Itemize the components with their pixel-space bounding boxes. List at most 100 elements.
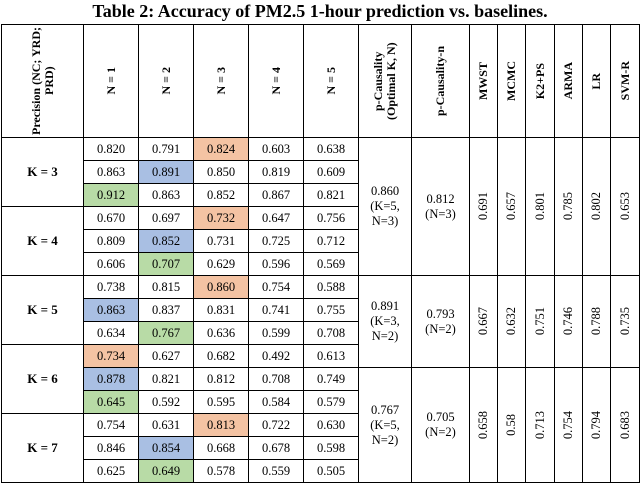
value-cell: 0.754 xyxy=(248,275,304,299)
column-header: N = 1 xyxy=(83,24,139,138)
baseline-cell: 0.751 xyxy=(525,275,555,368)
value-cell: 0.592 xyxy=(138,390,194,414)
k-label: K = 4 xyxy=(1,206,84,276)
header-text: Precision (NC; YRD; PRD) xyxy=(28,27,56,135)
value-cell: 0.625 xyxy=(83,459,139,483)
column-header: LR xyxy=(582,24,611,138)
header-text: p-Causality-n xyxy=(433,45,447,116)
p-causality-n-cell: 0.793 (N=2) xyxy=(411,275,470,368)
k-label: K = 7 xyxy=(1,413,84,483)
baseline-value: 0.632 xyxy=(504,307,518,336)
table-row: 0.878 0.821 0.812 0.708 0.749 0.767 (K=5, N=2… xyxy=(2,367,640,483)
value-cell: 0.755 xyxy=(303,298,359,322)
value-cell: 0.636 xyxy=(193,321,249,345)
value-cell: 0.598 xyxy=(303,436,359,460)
baseline-value: 0.683 xyxy=(617,410,632,440)
value-cell: 0.559 xyxy=(248,459,304,483)
value-cell: 0.599 xyxy=(248,321,304,345)
baseline-cell: 0.802 xyxy=(582,137,611,276)
value-cell: 0.891 xyxy=(138,160,194,184)
value-cell: 0.492 xyxy=(248,344,304,368)
baseline-value: 0.691 xyxy=(476,192,490,221)
table-row: K = 5 0.738 0.815 0.860 0.754 0.588 0.891 (K=3… xyxy=(1,275,640,368)
baseline-cell: 0.735 xyxy=(610,275,640,368)
value-cell: 0.850 xyxy=(193,160,249,184)
column-header: MWST xyxy=(469,24,498,138)
table-row: K = 4 0.670 0.697 0.732 0.647 0.756 xyxy=(1,206,640,276)
p-causality-cell: 0.891 (K=3, N=2) xyxy=(358,275,412,368)
value-cell: 0.588 xyxy=(303,275,359,299)
baseline-cell: 0.691 xyxy=(469,137,498,276)
header-text: N = 5 xyxy=(323,67,338,95)
baseline-cell: 0.801 xyxy=(525,137,555,276)
p-causality-n-cell: 0.812 (N=3) xyxy=(411,137,470,276)
value-cell: 0.741 xyxy=(248,298,304,322)
value-cell: 0.613 xyxy=(303,344,359,368)
value-cell: 0.647 xyxy=(248,206,304,230)
baseline-cell: 0.683 xyxy=(610,367,640,483)
table-row: K = 7 0.754 0.631 0.813 0.722 0.630 xyxy=(1,413,640,483)
p-causality-cell: 0.767 (K=5, N=2) xyxy=(358,367,412,483)
value-cell: 0.578 xyxy=(193,459,249,483)
value-cell: 0.812 xyxy=(193,367,249,391)
baseline-value: 0.751 xyxy=(532,307,547,336)
value-cell: 0.878 xyxy=(83,367,139,391)
value-cell: 0.860 xyxy=(193,275,249,299)
value-cell: 0.682 xyxy=(193,344,249,368)
value-cell: 0.863 xyxy=(83,298,139,322)
column-header: N = 5 xyxy=(303,24,359,138)
k-label: K = 5 xyxy=(1,275,84,345)
column-header: K2+PS xyxy=(525,24,555,138)
baseline-value: 0.754 xyxy=(561,410,575,440)
value-cell: 0.670 xyxy=(83,206,139,230)
value-cell: 0.595 xyxy=(193,390,249,414)
p-causality-cell: 0.860 (K=5, N=3) xyxy=(358,137,412,276)
baseline-value: 0.788 xyxy=(589,307,603,336)
value-cell: 0.867 xyxy=(248,183,304,207)
table-row: 0.809 0.852 0.731 0.725 0.712 xyxy=(2,229,640,253)
value-cell: 0.852 xyxy=(138,229,194,253)
value-cell: 0.831 xyxy=(193,298,249,322)
value-cell: 0.630 xyxy=(303,413,359,437)
header-row: Precision (NC; YRD; PRD) N = 1 N = 2 N = 3 N… xyxy=(1,24,640,138)
value-cell: 0.712 xyxy=(303,229,359,253)
baseline-value: 0.713 xyxy=(532,410,547,440)
header-text: N = 4 xyxy=(268,67,283,95)
value-cell: 0.791 xyxy=(138,137,194,161)
header-text: MCMC xyxy=(504,61,518,101)
column-header: N = 4 xyxy=(248,24,304,138)
table-row: 0.606 0.707 0.629 0.596 0.569 xyxy=(2,252,640,276)
value-cell: 0.722 xyxy=(248,413,304,437)
baseline-cell: 0.658 xyxy=(469,367,498,483)
value-cell: 0.579 xyxy=(303,390,359,414)
baseline-cell: 0.657 xyxy=(497,137,526,276)
baseline-cell: 0.794 xyxy=(582,367,611,483)
value-cell: 0.631 xyxy=(138,413,194,437)
baseline-value: 0.657 xyxy=(504,192,518,221)
value-cell: 0.629 xyxy=(193,252,249,276)
table-row: 0.634 0.767 0.636 0.599 0.708 xyxy=(2,321,640,345)
value-cell: 0.821 xyxy=(303,183,359,207)
baseline-cell: 0.667 xyxy=(469,275,498,368)
baseline-value: 0.746 xyxy=(561,307,575,336)
header-text: LR xyxy=(589,72,603,90)
header-text: N = 3 xyxy=(213,67,228,95)
value-cell: 0.697 xyxy=(138,206,194,230)
column-header: p-Causality (Optimal K, N) xyxy=(358,24,412,138)
value-cell: 0.645 xyxy=(83,390,139,414)
value-cell: 0.863 xyxy=(138,183,194,207)
baseline-value: 0.802 xyxy=(589,192,603,221)
baseline-value: 0.58 xyxy=(504,414,518,436)
value-cell: 0.819 xyxy=(248,160,304,184)
baseline-value: 0.785 xyxy=(561,192,575,221)
header-text: N = 2 xyxy=(158,67,173,95)
baseline-value: 0.735 xyxy=(617,307,632,336)
column-header: Precision (NC; YRD; PRD) xyxy=(1,24,84,138)
value-cell: 0.725 xyxy=(248,229,304,253)
baseline-cell: 0.788 xyxy=(582,275,611,368)
baseline-value: 0.794 xyxy=(589,410,603,440)
value-cell: 0.912 xyxy=(83,183,139,207)
baseline-value: 0.667 xyxy=(476,307,490,336)
value-cell: 0.846 xyxy=(83,436,139,460)
